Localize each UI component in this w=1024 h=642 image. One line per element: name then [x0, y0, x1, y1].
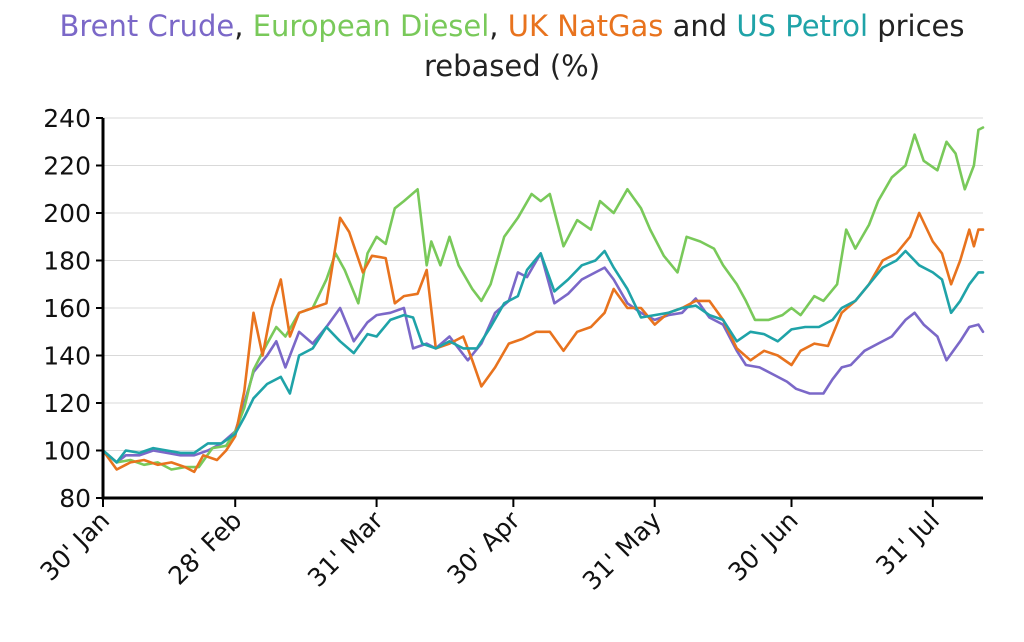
- title-part-1: ,: [234, 9, 253, 43]
- y-tick-label: 160: [43, 294, 91, 323]
- title-part-6: US Petrol: [736, 9, 868, 43]
- series-lines: [101, 126, 985, 474]
- x-tick-label: 31' Mar: [302, 505, 389, 592]
- title-part-2: European Diesel: [252, 9, 490, 43]
- y-tick-label: 200: [43, 199, 91, 228]
- series-line-brent-crude: [101, 252, 985, 464]
- title-part-5: and: [663, 9, 737, 43]
- chart-title: Brent Crude, European Diesel, UK NatGas …: [0, 6, 1024, 86]
- y-tick-label: 180: [43, 247, 91, 276]
- gridlines: [103, 117, 983, 451]
- y-tick-label: 220: [43, 152, 91, 181]
- axes: [96, 117, 983, 507]
- y-tick-label: 120: [43, 389, 91, 418]
- y-tick-label: 140: [43, 342, 91, 371]
- title-part-3: ,: [489, 9, 508, 43]
- series-line-european-diesel: [101, 126, 985, 471]
- y-tick-labels: 80 100 120 140 160 180 200 220 240: [43, 104, 91, 513]
- title-part-4: UK NatGas: [507, 9, 664, 43]
- x-tick-label: 30' Jun: [723, 506, 804, 587]
- x-tick-label: 31' May: [577, 506, 667, 596]
- x-tick-labels: 30' Jan 28' Feb 31' Mar 30' Apr 31' May 30' J…: [35, 505, 946, 596]
- x-tick-label: 31' Jul: [870, 506, 945, 581]
- title-part-0: Brent Crude: [59, 9, 235, 43]
- x-tick-label: 30' Jan: [35, 506, 116, 587]
- x-tick-label: 30' Apr: [442, 505, 527, 590]
- y-tick-label: 240: [43, 104, 91, 133]
- y-tick-label: 100: [43, 437, 91, 466]
- x-tick-label: 28' Feb: [163, 506, 248, 591]
- series-line-us-petrol: [101, 249, 985, 464]
- y-tick-label: 80: [59, 484, 91, 513]
- title-part-7: prices rebased (%): [423, 9, 965, 83]
